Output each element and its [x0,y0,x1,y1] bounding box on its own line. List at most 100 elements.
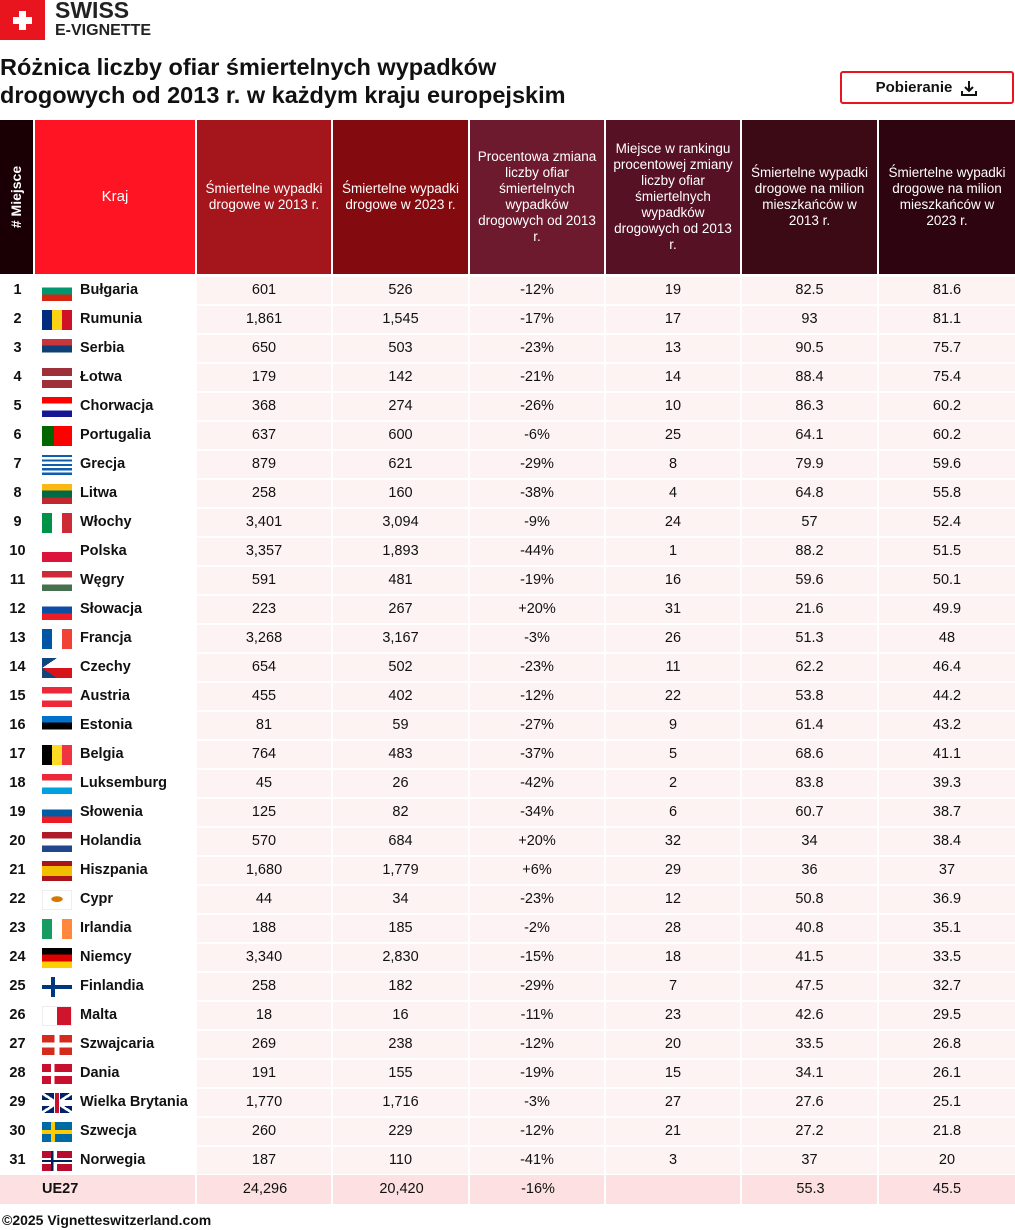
flag [42,310,72,330]
value-cell: 36 [742,857,877,884]
country: Serbia [80,340,125,356]
value-cell: 33.5 [742,1031,877,1058]
value-cell: 274 [333,393,468,420]
flag [42,1006,72,1026]
value-cell: 40.8 [742,915,877,942]
value-cell: 600 [333,422,468,449]
rank: 14 [9,659,26,675]
title-line: drogowych od 2013 r. w każdym kraju euro… [0,82,566,108]
value-cell: 64.8 [742,480,877,507]
rank: 12 [9,601,26,617]
value-cell: -23% [470,886,604,913]
total-row [0,1175,1015,1204]
country: Wielka Brytania [80,1094,188,1110]
flag [42,600,72,620]
country: Rumunia [80,311,143,327]
country: Malta [80,1007,118,1023]
value-cell: -21% [470,364,604,391]
flag [42,513,72,533]
value-cell: 42.6 [742,1002,877,1029]
value-cell: 47.5 [742,973,877,1000]
value-cell: 229 [333,1118,468,1145]
value-cell: 34.1 [742,1060,877,1087]
country: Hiszpania [80,862,148,878]
country: Belgia [80,746,124,762]
value-cell: -12% [470,277,604,304]
rank: 28 [9,1065,26,1081]
value-cell: 83.8 [742,770,877,797]
country: Słowenia [80,804,143,820]
value-cell: 29.5 [879,1002,1015,1029]
column-divider [740,1175,742,1204]
flag [42,426,72,446]
flag [42,1064,72,1084]
value-cell: +20% [470,596,604,623]
value-cell: -3% [470,1089,604,1116]
country: Dania [80,1065,120,1081]
country: Polska [80,543,127,559]
value-cell: 591 [197,567,331,594]
value-cell: -17% [470,306,604,333]
value-cell: 3,094 [333,509,468,536]
total-label: UE27 [42,1181,79,1197]
value-cell: 2 [606,770,740,797]
flag [42,397,72,417]
country: Węgry [80,572,125,588]
value-cell: 17 [606,306,740,333]
column-header: Śmiertelne wypadki drogowe na milion mie… [879,120,1015,274]
download-button[interactable]: Pobieranie [840,71,1014,104]
value-cell: 90.5 [742,335,877,362]
value-cell: 45 [197,770,331,797]
value-cell: +20% [470,828,604,855]
value-cell: 88.4 [742,364,877,391]
country: Norwegia [80,1152,146,1168]
flag [42,1093,72,1113]
value-cell: 182 [333,973,468,1000]
total-value: -16% [521,1181,555,1197]
value-cell: 483 [333,741,468,768]
flag [42,948,72,968]
value-cell: 36.9 [879,886,1015,913]
flag [42,629,72,649]
value-cell: -3% [470,625,604,652]
total-value: 24,296 [242,1181,288,1197]
value-cell: 55.8 [879,480,1015,507]
value-cell: 1,680 [197,857,331,884]
value-cell: 3,167 [333,625,468,652]
country: Słowacja [80,601,143,617]
value-cell: 7 [606,973,740,1000]
rank: 16 [9,717,26,733]
value-cell: 3 [606,1147,740,1174]
value-cell: 269 [197,1031,331,1058]
value-cell: +6% [470,857,604,884]
column-divider [877,1175,879,1204]
value-cell: -42% [470,770,604,797]
value-cell: 1,779 [333,857,468,884]
value-cell: -2% [470,915,604,942]
flag [42,1035,72,1055]
country: Cypr [80,891,114,907]
value-cell: 160 [333,480,468,507]
logo-cross [13,17,32,24]
rank: 1 [13,282,22,298]
flag [42,687,72,707]
column-header: Śmiertelne wypadki drogowe w 2013 r. [197,120,331,274]
value-cell: 75.4 [879,364,1015,391]
value-cell: -9% [470,509,604,536]
flag [42,368,72,388]
value-cell: 51.3 [742,625,877,652]
value-cell: 43.2 [879,712,1015,739]
value-cell: 455 [197,683,331,710]
value-cell: 879 [197,451,331,478]
value-cell: 27.2 [742,1118,877,1145]
country: Szwecja [80,1123,137,1139]
logo-text: SWISS [55,0,130,23]
flag [42,890,72,910]
total-value: 45.5 [932,1181,962,1197]
value-cell: 13 [606,335,740,362]
value-cell: 621 [333,451,468,478]
value-cell: 601 [197,277,331,304]
rank: 5 [13,398,22,414]
flag [42,832,72,852]
rank: 24 [9,949,26,965]
